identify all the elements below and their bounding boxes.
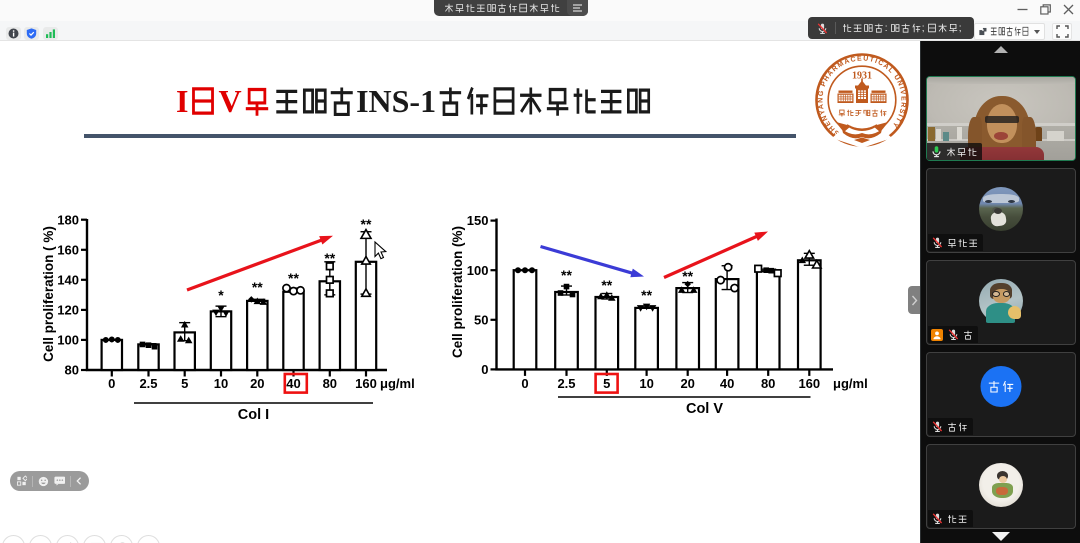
svg-text:100: 100 <box>57 333 79 348</box>
svg-text:1931: 1931 <box>852 71 872 82</box>
svg-text:Cell proliferation ( %): Cell proliferation ( %) <box>41 226 56 362</box>
svg-text:2.5: 2.5 <box>557 376 575 391</box>
svg-text:**: ** <box>252 279 263 295</box>
svg-text:160: 160 <box>798 376 820 391</box>
svg-text:80: 80 <box>761 376 775 391</box>
svg-text:10: 10 <box>639 376 653 391</box>
svg-text:μg/ml: μg/ml <box>380 376 415 391</box>
svg-text:**: ** <box>361 216 372 232</box>
svg-text:**: ** <box>288 270 299 286</box>
svg-text:Col V: Col V <box>686 401 723 417</box>
svg-text:0: 0 <box>521 376 528 391</box>
svg-text:160: 160 <box>57 242 79 257</box>
svg-text:Col I: Col I <box>238 407 269 423</box>
svg-text:80: 80 <box>65 363 79 378</box>
svg-text:0: 0 <box>108 376 115 391</box>
svg-text:5: 5 <box>181 376 188 391</box>
svg-text:0: 0 <box>481 362 488 377</box>
svg-text:160: 160 <box>355 376 377 391</box>
svg-text:100: 100 <box>467 263 489 278</box>
svg-text:**: ** <box>641 287 652 303</box>
svg-text:120: 120 <box>57 303 79 318</box>
svg-text:*: * <box>218 287 224 303</box>
svg-text:**: ** <box>682 268 693 284</box>
svg-text:180: 180 <box>57 212 79 227</box>
svg-text:40: 40 <box>286 376 300 391</box>
svg-text:μg/ml: μg/ml <box>833 376 868 391</box>
svg-text:**: ** <box>601 277 612 293</box>
svg-text:10: 10 <box>214 376 228 391</box>
svg-text:20: 20 <box>250 376 264 391</box>
svg-text:80: 80 <box>323 376 337 391</box>
svg-text:**: ** <box>324 250 335 266</box>
svg-text:2.5: 2.5 <box>139 376 157 391</box>
svg-text:Cell proliferation (%): Cell proliferation (%) <box>450 226 465 358</box>
svg-text:**: ** <box>561 267 572 283</box>
svg-text:5: 5 <box>603 376 610 391</box>
svg-text:20: 20 <box>680 376 694 391</box>
svg-text:150: 150 <box>467 213 489 228</box>
svg-text:140: 140 <box>57 272 79 287</box>
svg-text:40: 40 <box>720 376 734 391</box>
svg-text:50: 50 <box>474 312 488 327</box>
